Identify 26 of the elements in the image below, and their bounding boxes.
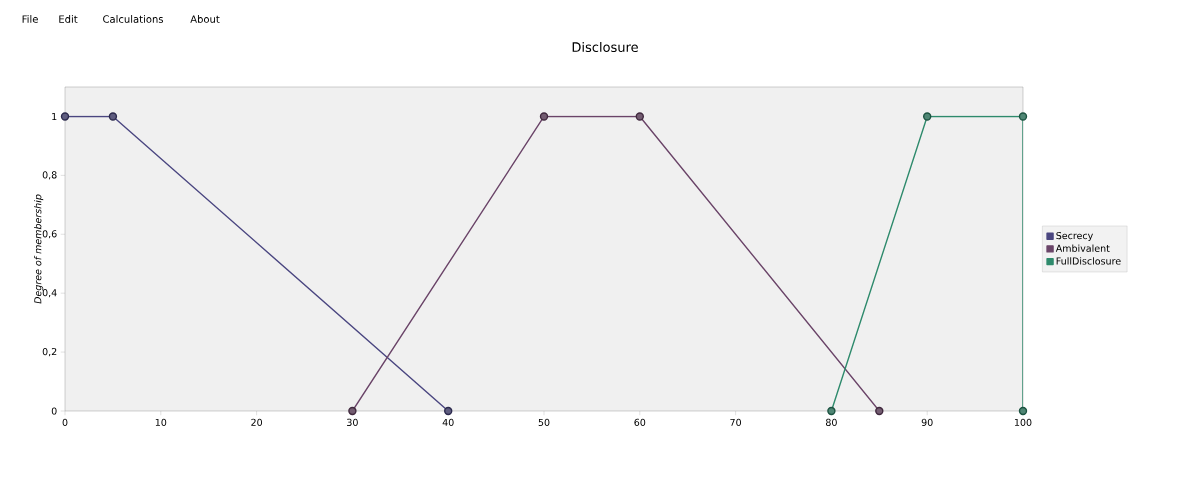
x-tick-label: 60 (634, 418, 646, 426)
legend-label: Secrecy (1056, 231, 1093, 242)
legend-label: FullDisclosure (1056, 257, 1121, 265)
text: About (190, 15, 220, 23)
x-tick-label: 70 (730, 418, 742, 426)
y-tick-label: 0 (51, 407, 57, 415)
y-tick-label: 1 (52, 112, 57, 120)
text: File (22, 15, 38, 23)
x-tick-label: 30 (347, 418, 358, 426)
y-tick-label: 0,8 (42, 171, 57, 180)
y-tick-label: 0,4 (42, 289, 57, 298)
x-tick-label: 50 (538, 418, 550, 426)
y-axis-title: Degree of membership (34, 194, 44, 304)
text: Calculations (103, 15, 164, 23)
y-tick-label: 0,2 (42, 347, 57, 357)
text: Edit (59, 15, 78, 23)
x-tick-label: 0 (62, 418, 68, 426)
x-tick-label: 10 (155, 418, 167, 426)
legend-label: Ambivalent (1055, 244, 1110, 252)
x-tick-label: 100 (1014, 418, 1032, 426)
y-tick-label: 0,6 (42, 230, 57, 239)
x-tick-label: 80 (826, 418, 837, 426)
x-tick-label: 20 (251, 418, 263, 426)
x-tick-label: 40 (442, 418, 454, 426)
x-tick-label: 90 (921, 418, 933, 426)
chart-title: Disclosure (572, 41, 638, 53)
